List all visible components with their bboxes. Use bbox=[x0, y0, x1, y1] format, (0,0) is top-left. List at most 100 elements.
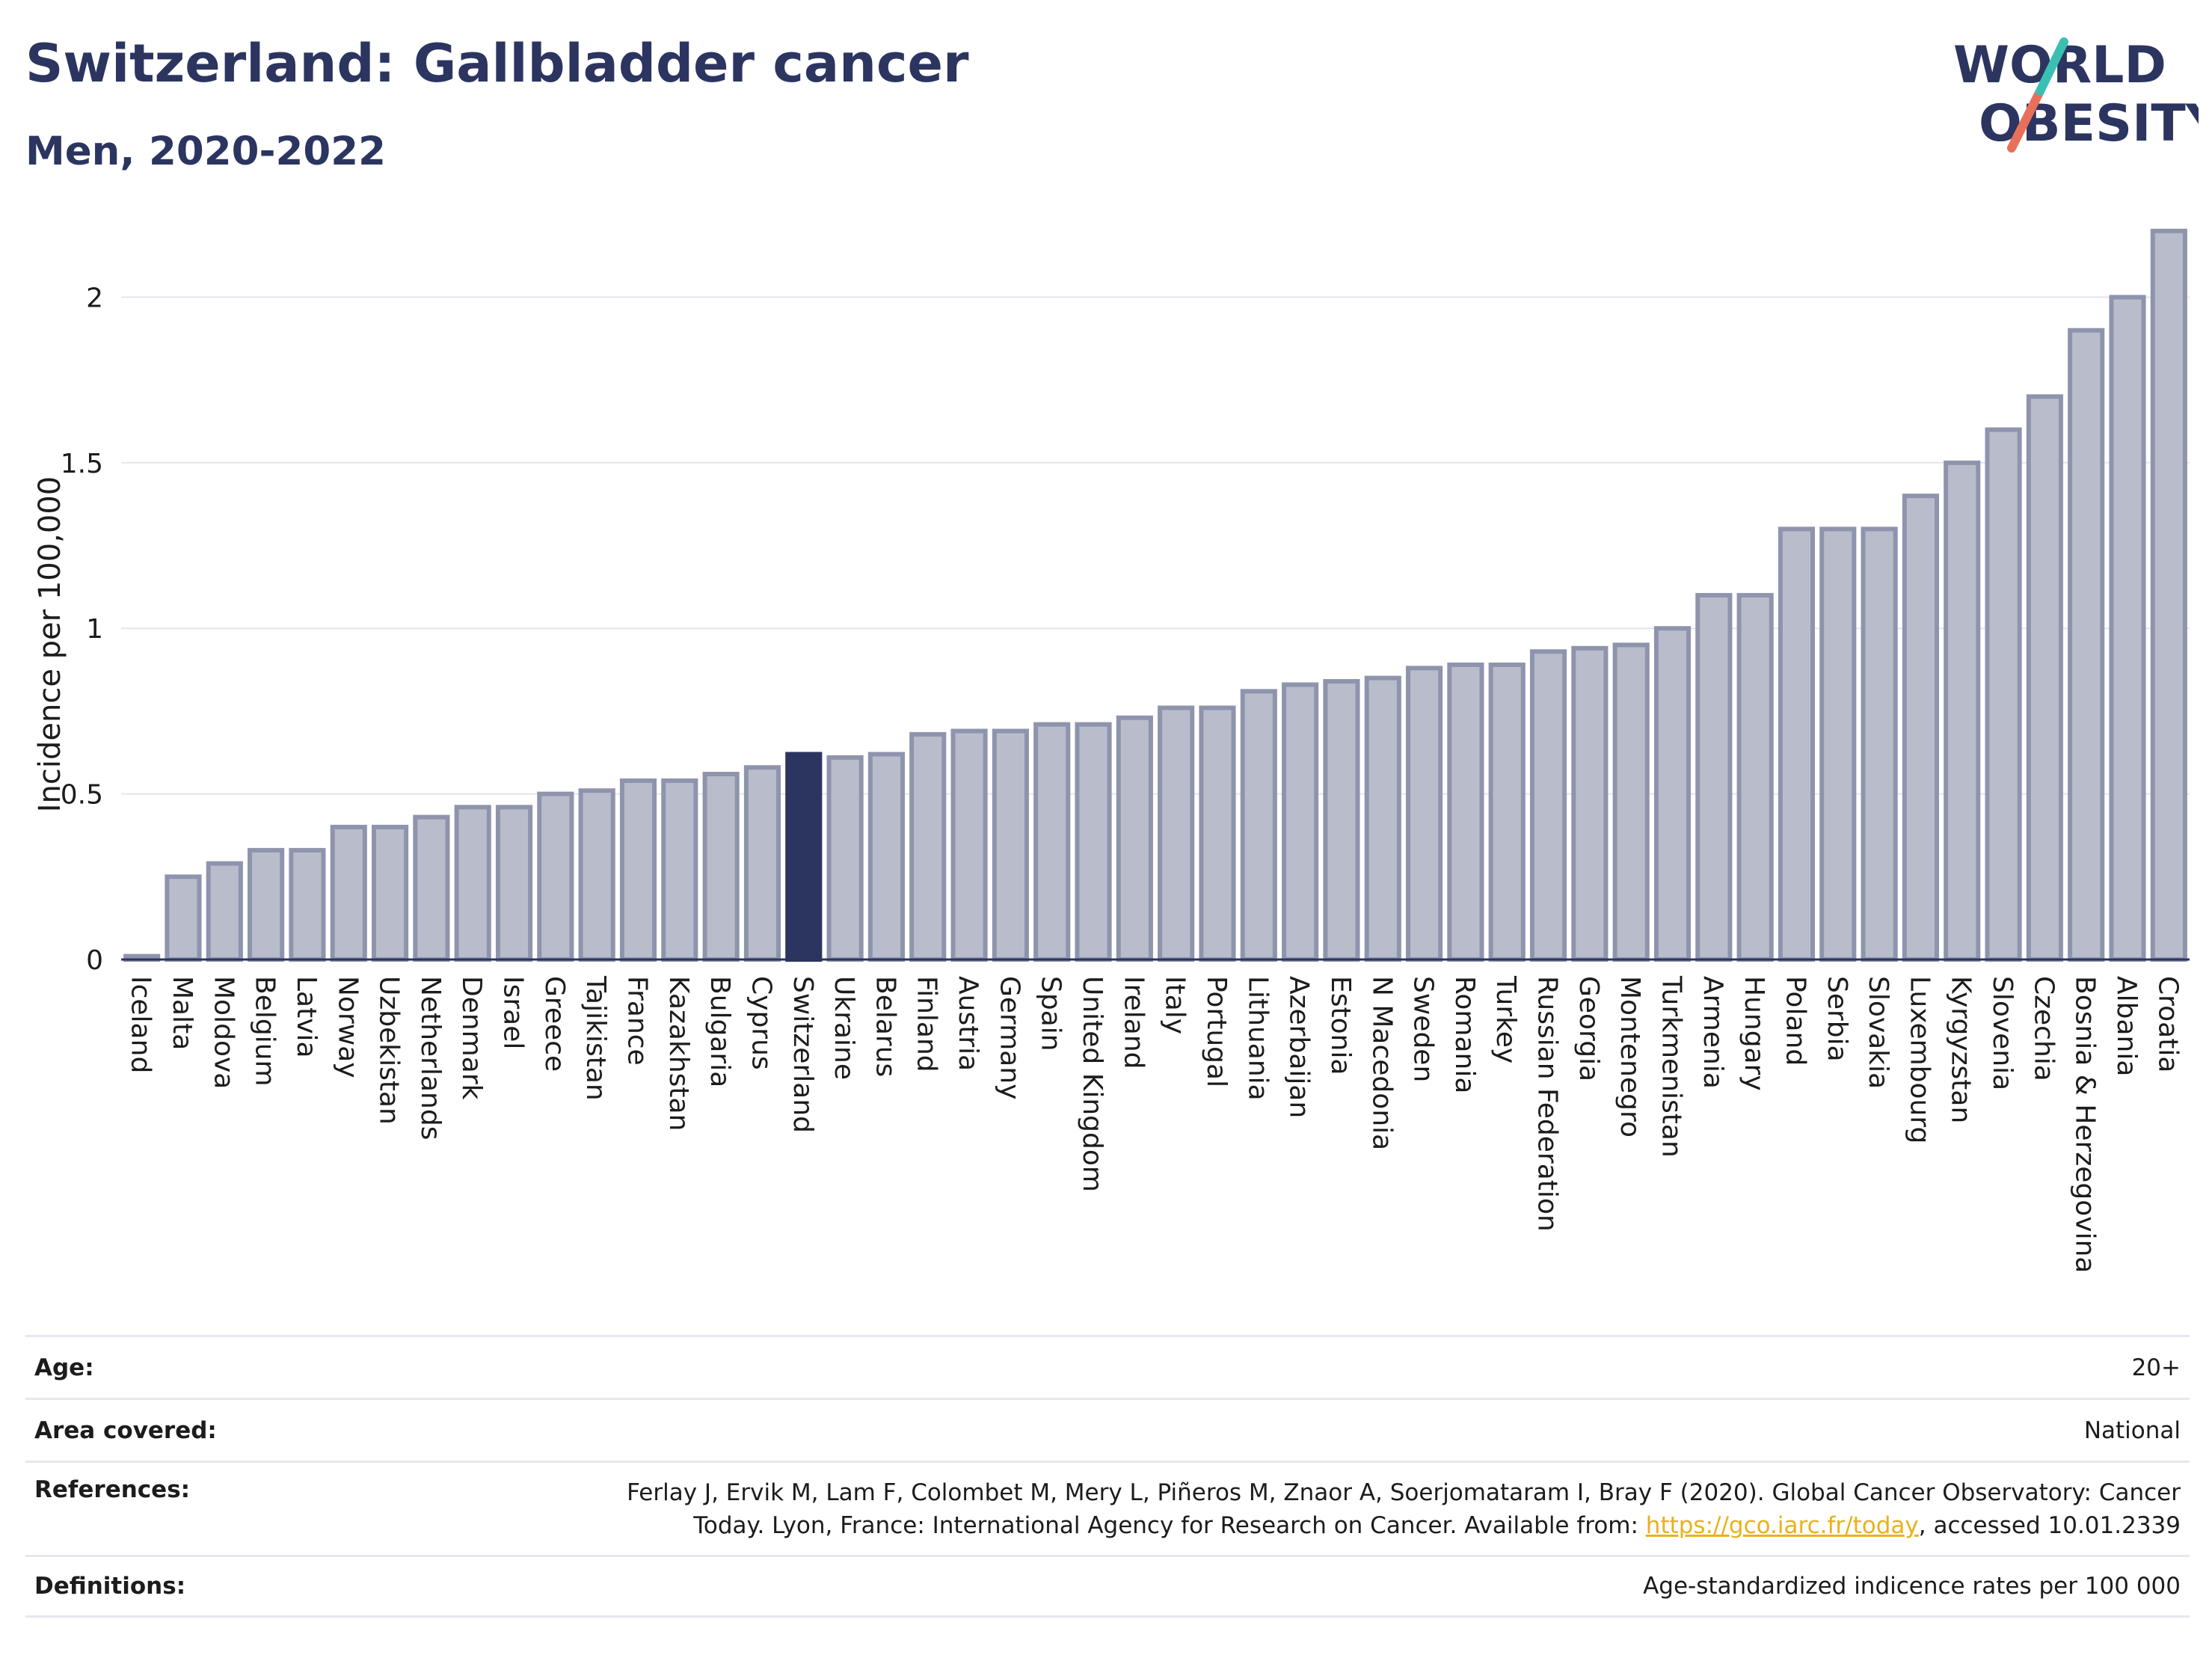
chart-metadata: Age: 20+ Area covered: National Referenc… bbox=[25, 1335, 2190, 1618]
bar-bulgaria bbox=[702, 772, 740, 962]
bar-georgia bbox=[1571, 645, 1609, 962]
bar-kyrgyzstan bbox=[1944, 460, 1981, 962]
x-tick-label: Czechia bbox=[2028, 976, 2059, 1081]
bar-luxembourg bbox=[1902, 494, 1939, 962]
x-tick-label: Iceland bbox=[126, 976, 156, 1073]
references-line2-post: , accessed 10.01.2339 bbox=[1918, 1512, 2181, 1539]
references-line2: Today. Lyon, France: International Agenc… bbox=[627, 1509, 2181, 1542]
bar-kazakhstan bbox=[661, 778, 698, 962]
bar-ukraine bbox=[826, 755, 864, 962]
y-tick-label: 2 bbox=[86, 283, 103, 313]
bar-slovenia bbox=[1985, 427, 2022, 962]
bar-estonia bbox=[1323, 679, 1360, 962]
references-link[interactable]: https://gco.iarc.fr/today bbox=[1645, 1512, 1919, 1539]
logo-slash-teal bbox=[2036, 37, 2068, 96]
x-tick-label: Greece bbox=[539, 976, 570, 1072]
page-title: Switzerland: Gallbladder cancer bbox=[25, 33, 969, 94]
bar-netherlands bbox=[413, 814, 450, 962]
x-tick-label: Kyrgyzstan bbox=[1946, 976, 1976, 1123]
x-tick-label: Netherlands bbox=[415, 976, 446, 1140]
x-tick-label: Albania bbox=[2111, 976, 2142, 1076]
x-tick-label: Switzerland bbox=[787, 976, 818, 1133]
page-subtitle: Men, 2020-2022 bbox=[25, 129, 387, 174]
x-tick-label: Croatia bbox=[2152, 976, 2183, 1072]
x-axis-labels: Iceland Malta Moldova Belgium Latvia Norway Uz… bbox=[126, 975, 2184, 1273]
logo-slash-red bbox=[2007, 87, 2044, 153]
bar-austria bbox=[950, 728, 988, 962]
bar-italy bbox=[1158, 705, 1195, 962]
bar-spain bbox=[1033, 722, 1071, 962]
x-tick-label: Sweden bbox=[1408, 976, 1439, 1082]
x-tick-label: Montenegro bbox=[1615, 976, 1645, 1137]
x-tick-label: Cyprus bbox=[746, 976, 776, 1070]
bar-finland bbox=[909, 731, 947, 962]
area-row: Area covered: National bbox=[25, 1398, 2190, 1461]
bar-belarus bbox=[867, 752, 905, 962]
bar-montenegro bbox=[1612, 642, 1650, 962]
bar-greece bbox=[537, 791, 574, 962]
x-tick-label: Ireland bbox=[1118, 976, 1149, 1069]
x-tick-label: Turkmenistan bbox=[1656, 975, 1687, 1158]
x-tick-label: Uzbekistan bbox=[374, 976, 405, 1125]
x-tick-label: Romania bbox=[1449, 976, 1480, 1093]
x-tick-label: Moldova bbox=[208, 976, 239, 1089]
y-tick-label: 0 bbox=[86, 945, 103, 976]
bar-russian-federation bbox=[1529, 649, 1567, 962]
definitions-label: Definitions: bbox=[34, 1573, 186, 1600]
bar-norway bbox=[330, 824, 367, 962]
x-tick-label: Germany bbox=[994, 976, 1024, 1099]
x-tick-label: Austria bbox=[953, 976, 983, 1071]
x-tick-label: Russian Federation bbox=[1532, 976, 1563, 1232]
world-obesity-logo: WORLD OBESITY bbox=[1953, 36, 2199, 153]
bar-turkmenistan bbox=[1653, 626, 1692, 962]
x-tick-label: N Macedonia bbox=[1366, 976, 1397, 1150]
bar-turkey bbox=[1488, 662, 1526, 962]
x-tick-label: Estonia bbox=[1325, 976, 1356, 1075]
x-tick-label: Spain bbox=[1036, 976, 1066, 1051]
x-tick-label: Belarus bbox=[870, 976, 900, 1077]
bar-hungary bbox=[1736, 592, 1774, 962]
bar-croatia bbox=[2150, 228, 2187, 962]
y-tick-label: 0.5 bbox=[61, 780, 103, 811]
x-tick-label: Armenia bbox=[1698, 976, 1728, 1089]
x-tick-label: Portugal bbox=[1201, 976, 1232, 1087]
bar-moldova bbox=[206, 861, 243, 962]
definitions-value: Age-standardized indicence rates per 100… bbox=[1643, 1573, 2181, 1600]
y-tick-label: 1.5 bbox=[61, 449, 103, 479]
references-row: References: Ferlay J, Ervik M, Lam F, Co… bbox=[25, 1461, 2190, 1555]
references-label: References: bbox=[34, 1476, 191, 1503]
bar-chart: 0 0.5 1 1.5 2 Iceland Malta Moldova Belgium Latv… bbox=[33, 228, 2190, 1273]
x-tick-label: Italy bbox=[1160, 976, 1191, 1034]
bar-poland bbox=[1778, 526, 1816, 962]
bar-uzbekistan bbox=[372, 824, 409, 962]
x-tick-label: Latvia bbox=[291, 976, 322, 1058]
x-tick-label: Israel bbox=[498, 976, 529, 1049]
y-axis-ticks: 0 0.5 1 1.5 2 bbox=[61, 283, 103, 976]
bar-ireland bbox=[1116, 715, 1153, 962]
definitions-row: Definitions: Age-standardized indicence … bbox=[25, 1555, 2190, 1618]
x-tick-label: Slovenia bbox=[1987, 976, 2018, 1090]
x-tick-label: Serbia bbox=[1822, 976, 1852, 1062]
x-tick-label: Finland bbox=[912, 976, 942, 1072]
x-tick-label: Denmark bbox=[456, 976, 487, 1100]
x-tick-label: Malta bbox=[167, 976, 197, 1050]
x-tick-label: Azerbaijan bbox=[1284, 976, 1315, 1118]
bars bbox=[123, 228, 2187, 962]
x-tick-label: France bbox=[622, 976, 653, 1066]
x-tick-label: United Kingdom bbox=[1077, 976, 1107, 1192]
bar-denmark bbox=[454, 805, 491, 962]
y-axis-label: Incidence per 100,000 bbox=[33, 476, 67, 813]
bar-romania bbox=[1447, 662, 1484, 962]
x-tick-label: Tajikistan bbox=[580, 975, 611, 1101]
bar-belgium bbox=[248, 847, 285, 962]
x-tick-label: Poland bbox=[1780, 976, 1810, 1066]
bar-tajikistan bbox=[578, 788, 615, 962]
bar-czechia bbox=[2026, 394, 2063, 962]
area-label: Area covered: bbox=[34, 1416, 217, 1444]
bar-cyprus bbox=[743, 765, 781, 962]
x-tick-label: Bosnia & Herzegovina bbox=[2070, 976, 2101, 1273]
bar-slovakia bbox=[1861, 526, 1898, 962]
age-label: Age: bbox=[34, 1354, 94, 1381]
age-row: Age: 20+ bbox=[25, 1335, 2190, 1398]
bar-malta bbox=[165, 874, 202, 962]
